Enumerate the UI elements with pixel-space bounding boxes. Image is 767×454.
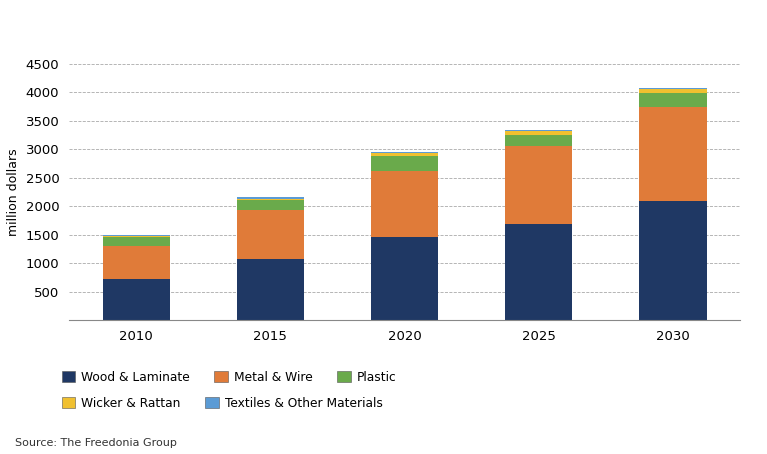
Bar [237,259,304,320]
Bar [371,237,438,320]
Text: Source: The Freedonia Group: Source: The Freedonia Group [15,438,177,448]
Bar [103,246,170,279]
Bar [640,89,706,93]
Bar [505,134,572,146]
Bar [640,201,706,320]
Bar [237,199,304,200]
Bar [237,210,304,259]
Text: Freedonia: Freedonia [588,75,662,88]
Bar [103,279,170,320]
Bar [371,152,438,153]
Bar [371,156,438,171]
Bar [505,130,572,131]
Legend: Wicker & Rattan, Textiles & Other Materials: Wicker & Rattan, Textiles & Other Materi… [61,397,383,410]
Bar [640,107,706,201]
Bar [237,197,304,199]
Bar [103,235,170,236]
Y-axis label: million dollars: million dollars [7,148,20,236]
Bar [640,88,706,89]
Bar [237,200,304,210]
Bar [640,93,706,107]
Bar [505,224,572,320]
Bar [103,236,170,237]
Bar [371,153,438,156]
Bar [103,237,170,246]
Bar [505,146,572,224]
Bar [505,131,572,134]
Bar [371,171,438,237]
Text: Figure 3-4  |  Modular Home Organization Unit Sales by Material, 2010 – 2030 (mi: Figure 3-4 | Modular Home Organization U… [6,14,611,25]
